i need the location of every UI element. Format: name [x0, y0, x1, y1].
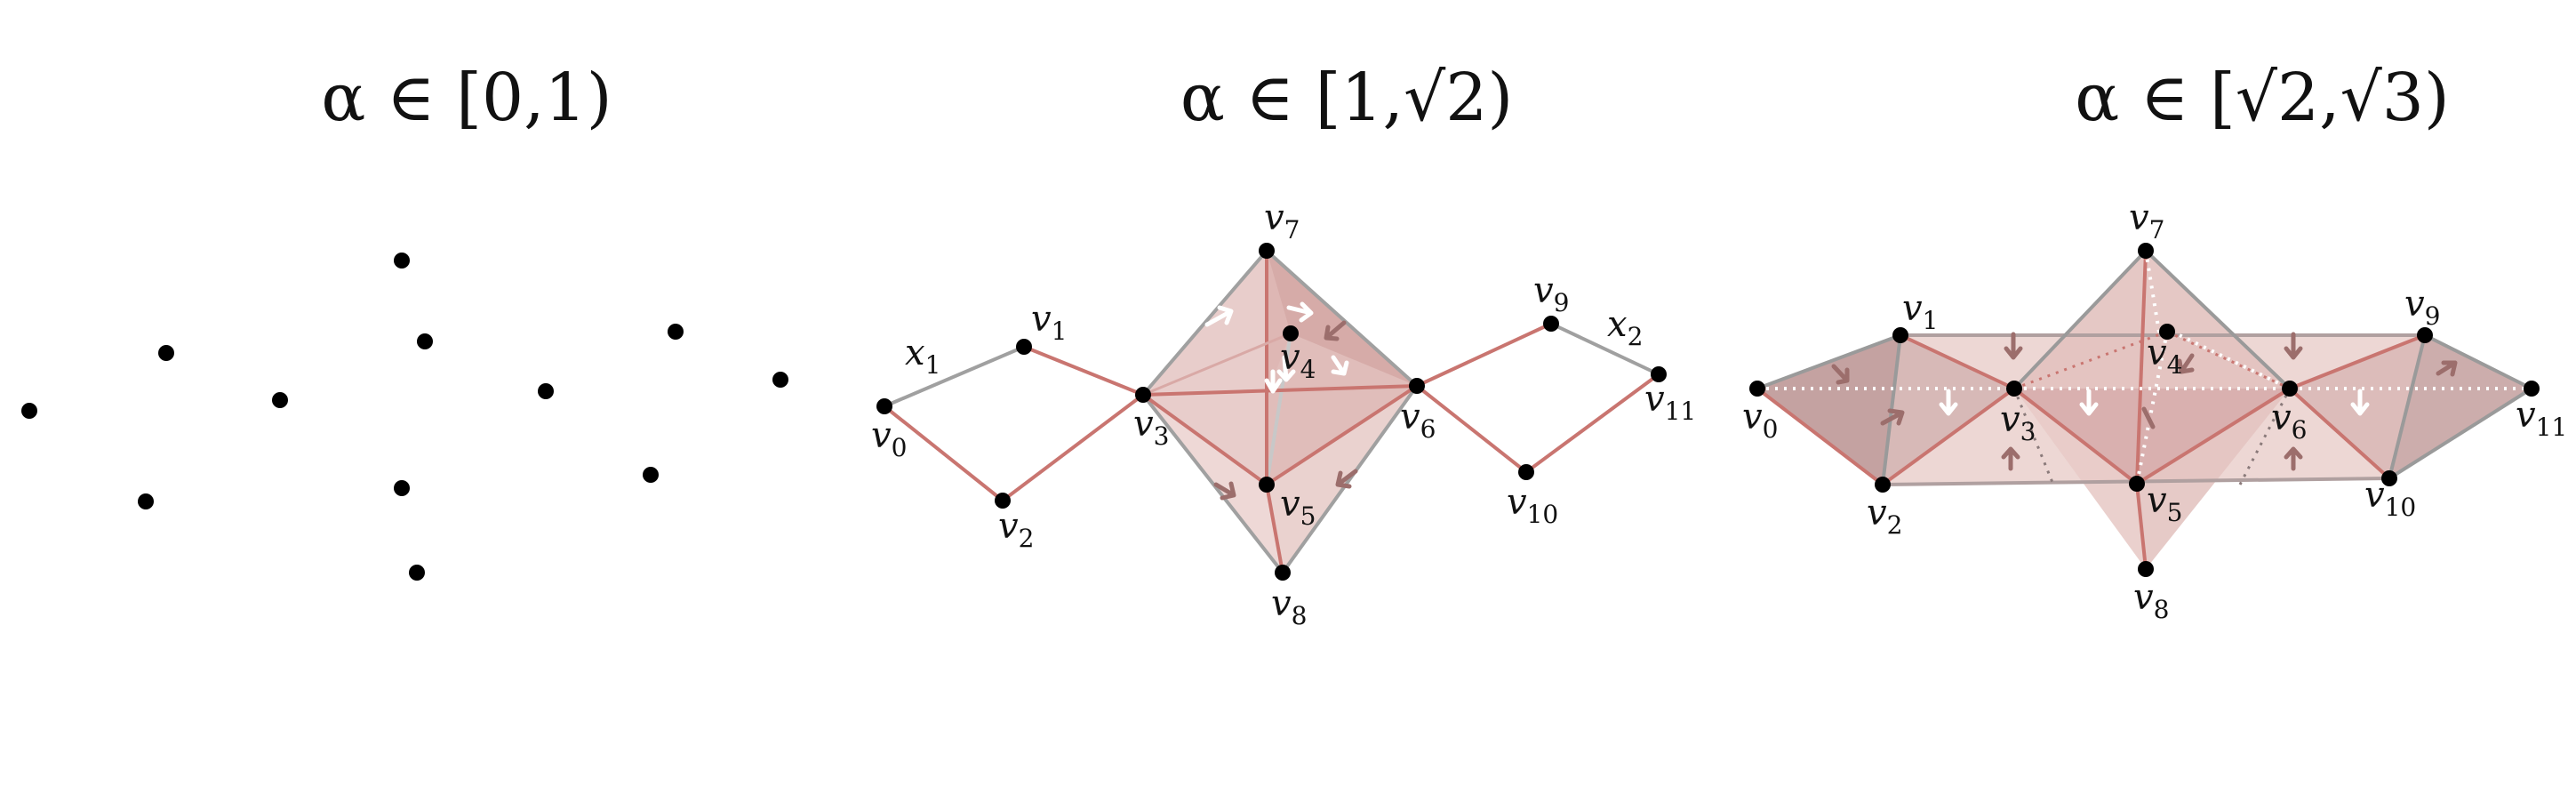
face [1757, 335, 1900, 485]
label-v3: v3 [1133, 404, 1169, 451]
panel-3-labels: v0 v1 v2 v3 v4 v5 v6 v7 v8 v9 v10 v11 [1742, 197, 2567, 624]
label-v6: v6 [1400, 397, 1436, 444]
panel-1-title: α ∈ [0,1) [321, 60, 612, 136]
panel-3-title: α ∈ [√2,√3) [2075, 60, 2450, 136]
label-v0: v0 [1742, 397, 1778, 444]
label-v5: v5 [1280, 484, 1316, 531]
label-v10: v10 [2364, 475, 2416, 522]
panel-2-labels: x1 v1 v0 v2 v3 v4 v5 v6 v7 v8 v9 x2 v10 … [871, 197, 1696, 630]
point [409, 565, 425, 581]
label-v9: v9 [2404, 284, 2440, 331]
point [21, 403, 37, 419]
dotted-white-edges [1757, 250, 2532, 485]
label-x2: x2 [1607, 304, 1643, 351]
white-arrows [1204, 301, 1349, 394]
point [643, 467, 659, 483]
panel-1-point-cloud [21, 253, 788, 581]
label-v0: v0 [871, 415, 907, 462]
point [417, 333, 433, 349]
label-v9: v9 [1533, 270, 1569, 317]
label-v2: v2 [998, 506, 1034, 553]
face [2014, 389, 2146, 569]
panel-3-vertices [1749, 243, 2540, 577]
point [668, 324, 684, 340]
panel-2-title: α ∈ [1,√2) [1180, 60, 1513, 136]
label-v8: v8 [2133, 577, 2169, 624]
red-edges [1756, 250, 2426, 570]
point [158, 345, 174, 361]
label-v4: v4 [1280, 337, 1316, 384]
label-v1: v1 [1031, 299, 1067, 346]
point [772, 372, 788, 388]
point [138, 493, 154, 509]
panel-2-complex [876, 243, 1667, 581]
white-arrows [1939, 389, 2370, 416]
point [538, 383, 554, 399]
label-v4: v4 [2147, 333, 2182, 380]
point [394, 253, 410, 269]
label-v6: v6 [2271, 397, 2307, 445]
label-v2: v2 [1867, 493, 1902, 540]
label-v10: v10 [1507, 482, 1558, 529]
dotted-gray-edges [2012, 388, 2292, 485]
face [2014, 389, 2290, 484]
point [272, 392, 288, 408]
panel-3-complex [1749, 243, 2540, 577]
dark-arrows [1831, 332, 2458, 471]
label-v3: v3 [2000, 399, 2036, 446]
label-v7: v7 [2129, 197, 2164, 245]
label-x1: x1 [905, 333, 940, 380]
label-v7: v7 [1264, 197, 1300, 245]
red-edges [883, 251, 1660, 573]
label-v5: v5 [2147, 480, 2182, 527]
label-v11: v11 [2516, 395, 2567, 442]
dotted-red-edges [2013, 330, 2291, 390]
label-v8: v8 [1271, 583, 1307, 630]
dark-arrows [1213, 320, 1358, 501]
panel-2-vertices [876, 243, 1667, 581]
label-v1: v1 [1902, 288, 1938, 335]
point [394, 480, 410, 496]
label-v11: v11 [1644, 379, 1696, 426]
back-edge [1142, 332, 1292, 397]
